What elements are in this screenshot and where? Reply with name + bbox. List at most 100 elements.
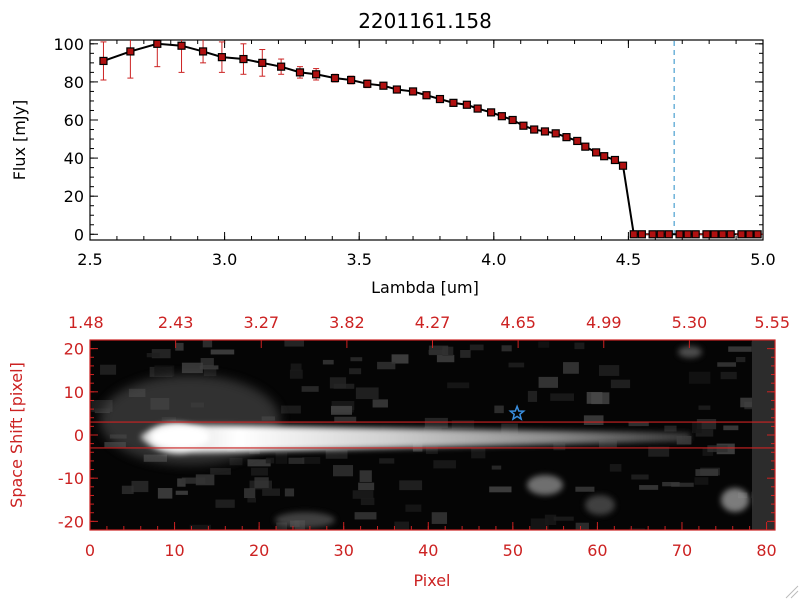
data-point bbox=[379, 81, 388, 90]
noise-cell bbox=[405, 504, 422, 512]
noise-cell bbox=[262, 488, 281, 496]
noise-cell bbox=[698, 405, 711, 410]
top-x-axis: 2.5 3.0 3.5 4.0 4.5 5.0 bbox=[77, 40, 776, 269]
noise-cell bbox=[508, 362, 525, 368]
noise-cell bbox=[121, 485, 134, 495]
top-plot-frame bbox=[89, 39, 764, 241]
x-tick-label: 30 bbox=[334, 541, 354, 560]
noise-cell bbox=[723, 425, 739, 431]
noise-cell bbox=[203, 368, 217, 377]
x-tick-label: 4.5 bbox=[616, 250, 641, 269]
data-point bbox=[217, 53, 227, 62]
noise-cell bbox=[609, 464, 622, 472]
noise-cell bbox=[631, 474, 649, 480]
data-point bbox=[408, 87, 418, 96]
noise-cell bbox=[177, 478, 186, 487]
noise-cell bbox=[352, 490, 374, 499]
data-point bbox=[737, 230, 746, 239]
noise-cell bbox=[424, 417, 448, 428]
spectral-trace bbox=[140, 423, 690, 454]
noise-cell bbox=[494, 405, 504, 414]
noise-cell bbox=[289, 369, 303, 379]
y-tick-label: 0 bbox=[74, 225, 84, 244]
data-point bbox=[648, 230, 657, 239]
noise-cell bbox=[469, 344, 484, 351]
data-point bbox=[295, 68, 305, 77]
noise-cell bbox=[553, 443, 566, 451]
data-point bbox=[745, 230, 754, 239]
noise-cell bbox=[425, 446, 438, 455]
data-point bbox=[153, 39, 162, 48]
x-tick-label: 3.0 bbox=[212, 250, 237, 269]
noise-cell bbox=[740, 397, 759, 408]
top-y-axis-label: Flux [mJy] bbox=[10, 100, 29, 181]
bottom-y-axis: -20 -10 0 10 20 bbox=[58, 340, 775, 531]
noise-cell bbox=[91, 399, 113, 412]
data-point bbox=[312, 70, 321, 79]
noise-cell bbox=[360, 497, 375, 506]
data-point bbox=[691, 230, 700, 239]
noise-cell bbox=[157, 488, 173, 499]
noise-cell bbox=[332, 465, 354, 477]
top-tick-label: 4.65 bbox=[500, 313, 536, 332]
data-point bbox=[629, 230, 638, 239]
noise-cell bbox=[284, 488, 295, 497]
noise-cell bbox=[774, 342, 775, 352]
noise-cell bbox=[553, 516, 574, 521]
noise-cell bbox=[288, 457, 305, 464]
noise-cell bbox=[530, 518, 549, 530]
noise-cell bbox=[628, 421, 649, 427]
star-icon bbox=[508, 404, 526, 421]
y-tick-label: 60 bbox=[64, 111, 84, 130]
noise-cell bbox=[433, 460, 456, 469]
noise-cell bbox=[527, 390, 538, 402]
noise-cell bbox=[276, 522, 288, 530]
noise-cell bbox=[599, 440, 617, 448]
noise-cell bbox=[202, 340, 213, 348]
noise-cell bbox=[189, 524, 211, 530]
data-point bbox=[435, 94, 445, 104]
blob bbox=[678, 346, 702, 358]
y-tick-label: 80 bbox=[64, 73, 84, 92]
data-point bbox=[99, 56, 108, 66]
bottom-x-axis-label: Pixel bbox=[413, 571, 450, 590]
noise-cell bbox=[275, 452, 288, 464]
data-point bbox=[551, 129, 560, 138]
data-point bbox=[675, 230, 684, 239]
data-point bbox=[683, 230, 692, 239]
y-tick-label: 0 bbox=[74, 426, 84, 445]
noise-cell bbox=[598, 365, 620, 376]
data-point bbox=[473, 104, 482, 113]
y-tick-label: 20 bbox=[64, 340, 84, 359]
top-tick-label: 5.30 bbox=[672, 313, 708, 332]
top-tick-label: 3.27 bbox=[243, 313, 279, 332]
noise-cell bbox=[359, 470, 372, 482]
noise-cell bbox=[350, 357, 363, 362]
x-tick-label: 0 bbox=[85, 541, 95, 560]
noise-cell bbox=[301, 386, 319, 392]
x-tick-label: 3.5 bbox=[346, 250, 371, 269]
data-point bbox=[656, 230, 665, 239]
noise-cell bbox=[175, 490, 188, 495]
data-point bbox=[540, 127, 550, 136]
x-tick-label: 60 bbox=[587, 541, 607, 560]
noise-cell bbox=[648, 446, 670, 457]
noise-cell bbox=[251, 467, 268, 476]
data-point bbox=[610, 155, 620, 165]
noise-cell bbox=[284, 340, 305, 347]
noise-cell bbox=[244, 488, 256, 499]
noise-cell bbox=[210, 468, 231, 475]
x-tick-label: 5.0 bbox=[750, 250, 775, 269]
noise-cell bbox=[175, 342, 184, 351]
noise-cell bbox=[695, 429, 714, 437]
noise-cell bbox=[538, 376, 559, 388]
resize-grip-icon[interactable] bbox=[785, 585, 799, 599]
image-noise bbox=[91, 340, 775, 530]
noise-cell bbox=[200, 358, 214, 367]
data-point bbox=[487, 108, 496, 117]
top-tick-label: 5.55 bbox=[754, 313, 790, 332]
noise-cell bbox=[281, 405, 301, 414]
noise-cell bbox=[391, 354, 409, 364]
y-tick-label: 20 bbox=[64, 187, 84, 206]
